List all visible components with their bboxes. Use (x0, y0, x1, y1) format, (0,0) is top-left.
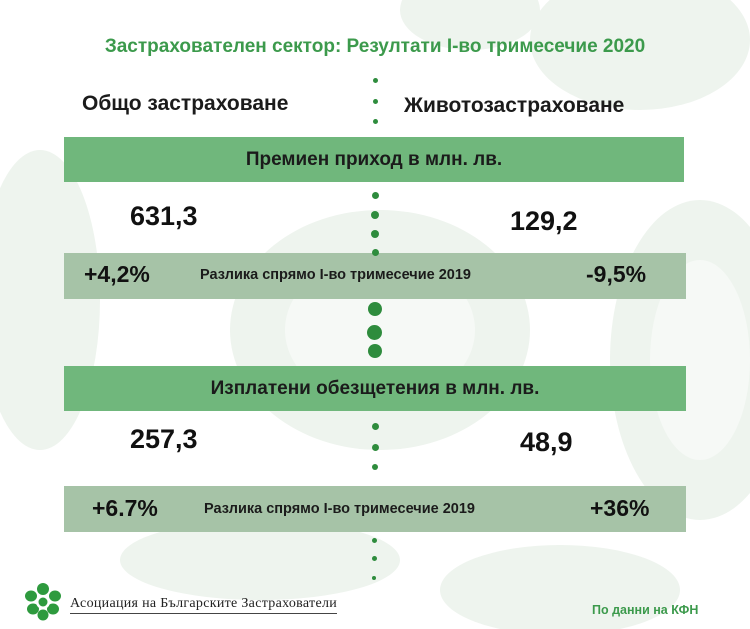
divider-dot (371, 211, 379, 219)
claims-life-value: 48,9 (520, 427, 573, 457)
data-source-note: По данни на КФН (592, 603, 699, 617)
divider-dot (372, 423, 379, 430)
column-header-life: Животозастраховане (404, 94, 625, 117)
premiums-diff-label: Разлика спрямо I-во тримесечие 2019 (200, 267, 471, 283)
column-header-general: Общо застраховане (82, 92, 289, 115)
divider-dot (372, 538, 377, 543)
association-name: Асоциация на Българските Застрахователи (70, 596, 338, 614)
divider-dot (372, 576, 376, 580)
divider-dot (368, 344, 382, 358)
claims-diff-general: +6.7% (92, 495, 158, 521)
divider-dot (372, 249, 379, 256)
premiums-life-value: 129,2 (510, 206, 578, 236)
premiums-header-label: Премиен приход в млн. лв. (245, 148, 503, 170)
divider-dot (373, 78, 378, 83)
divider-dot (372, 192, 379, 199)
claims-diff-label: Разлика спрямо I-во тримесечие 2019 (204, 501, 475, 517)
association-logo-icon (25, 583, 61, 621)
divider-dot (368, 302, 382, 316)
divider-dot (372, 444, 379, 451)
premiums-diff-bar: +4,2% Разлика спрямо I-во тримесечие 201… (64, 253, 686, 299)
premiums-diff-life: -9,5% (586, 261, 647, 287)
claims-diff-bar: +6.7% Разлика спрямо I-во тримесечие 201… (64, 486, 686, 532)
divider-dot (373, 99, 378, 104)
claims-header-band: Изплатени обезщетения в млн. лв. (64, 366, 686, 411)
claims-diff-life: +36% (590, 495, 650, 521)
divider-dot (372, 556, 377, 561)
premiums-general-value: 631,3 (130, 201, 198, 231)
premiums-diff-general: +4,2% (84, 261, 150, 287)
claims-header-label: Изплатени обезщетения в млн. лв. (210, 377, 540, 399)
premiums-header-band: Премиен приход в млн. лв. (64, 137, 684, 182)
page-title: Застрахователен сектор: Резултати I-во т… (104, 36, 646, 57)
claims-general-value: 257,3 (130, 424, 198, 454)
divider-dot (371, 230, 379, 238)
divider-dot (372, 464, 378, 470)
divider-dot (373, 119, 378, 124)
divider-dot (367, 325, 382, 340)
